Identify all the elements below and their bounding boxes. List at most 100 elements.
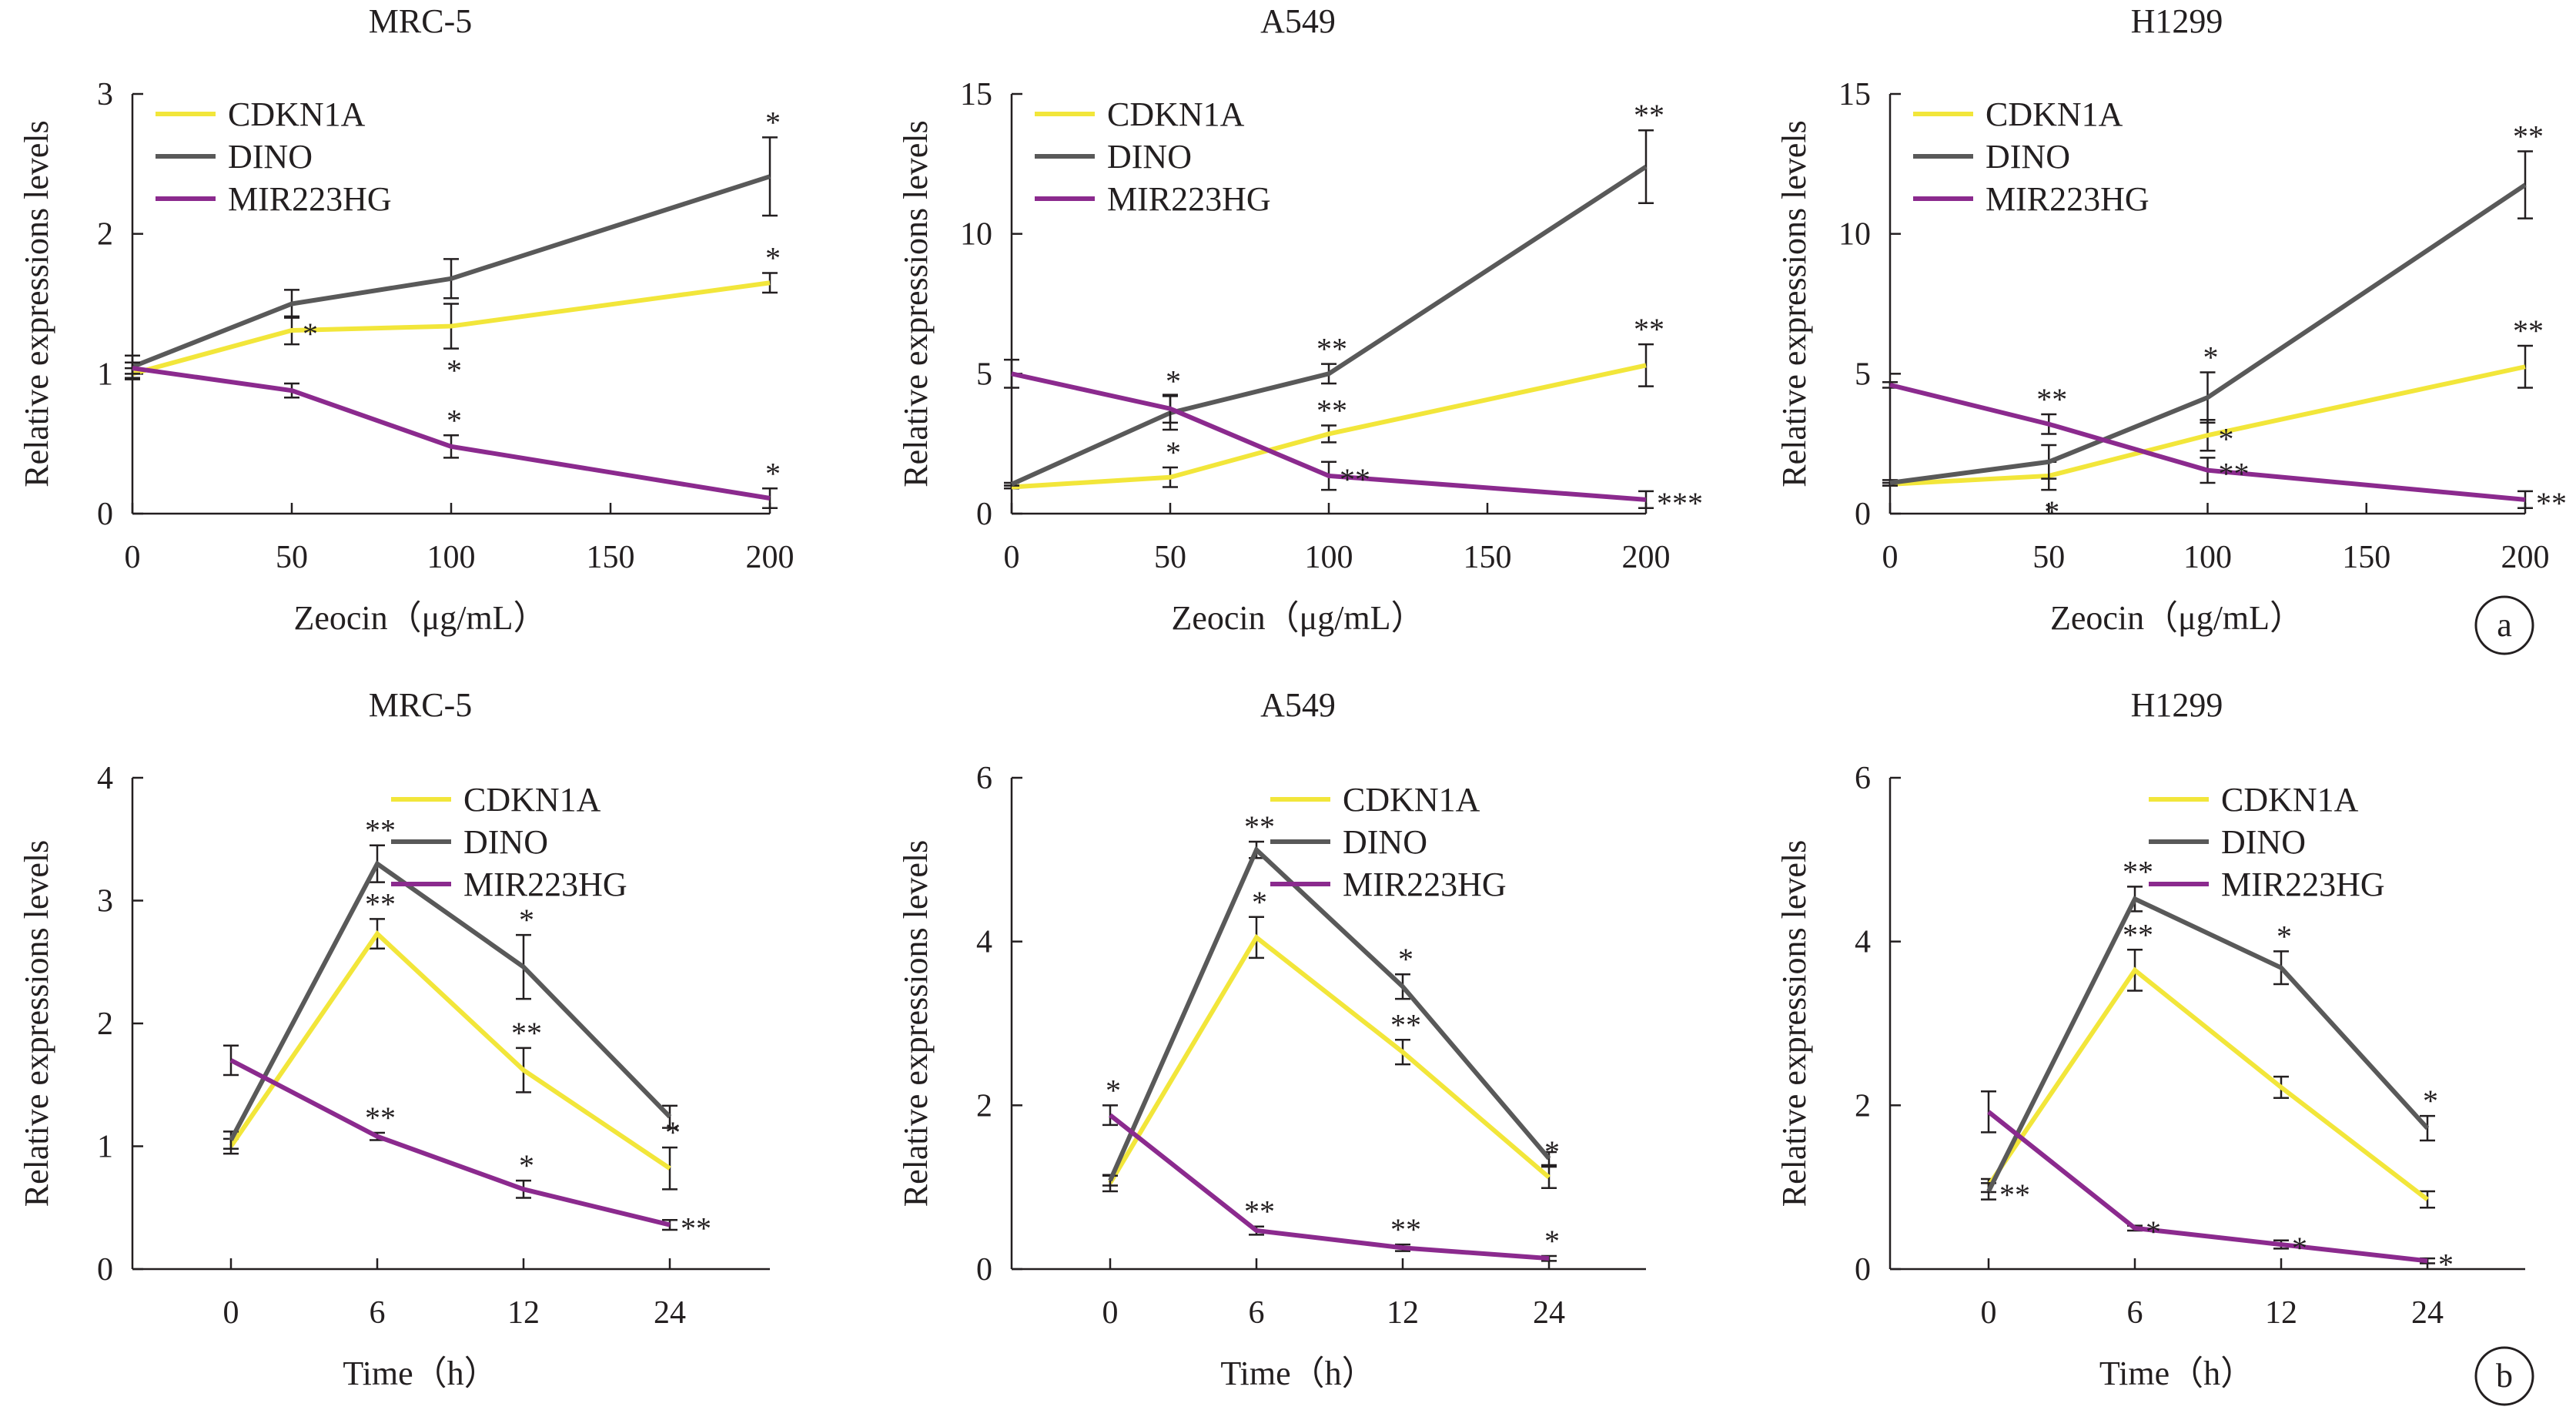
panel-label-a-circle: [2474, 595, 2534, 655]
x-tick-label: 100: [1305, 540, 1353, 575]
significance-marker: *: [1398, 942, 1413, 976]
panel-label-b: b: [2474, 1346, 2534, 1406]
panel-label-a-text: a: [2497, 606, 2512, 644]
x-tick-label: 6: [1249, 1295, 1265, 1331]
chart-title: A549: [1260, 686, 1336, 724]
significance-marker: **: [1390, 1007, 1421, 1042]
legend-label: DINO: [463, 823, 548, 861]
y-tick-label: 1: [97, 1130, 113, 1165]
series-line: [1889, 364, 2526, 487]
x-tick-label: 24: [654, 1295, 686, 1331]
legend-label: CDKN1A: [1986, 95, 2123, 133]
significance-marker: **: [681, 1211, 711, 1246]
panel-label-b-circle: [2474, 1346, 2534, 1406]
x-axis-label: Time（h）: [2099, 1355, 2254, 1392]
significance-marker: *: [447, 353, 462, 388]
x-tick-label: 150: [587, 540, 635, 575]
y-tick-label: 0: [976, 497, 992, 532]
y-axis-label: Relative expressions levels: [1775, 120, 1813, 487]
significance-marker: *: [2203, 340, 2219, 375]
significance-marker: **: [365, 813, 396, 848]
panel-label-b-text: b: [2496, 1357, 2513, 1395]
y-tick-label: 5: [1855, 357, 1871, 392]
series-dino: ******: [1981, 854, 2438, 1212]
x-axis-label: Time（h）: [1220, 1355, 1375, 1392]
series-cdkn1a: ****: [1102, 885, 1560, 1193]
series-dino: *: [125, 105, 781, 380]
y-tick-label: 2: [97, 1006, 113, 1042]
chart-title: A549: [1260, 2, 1336, 40]
significance-marker: **: [1634, 98, 1664, 132]
significance-marker: **: [2219, 457, 2250, 491]
y-tick-label: 5: [976, 357, 992, 392]
significance-marker: *: [519, 1148, 534, 1183]
y-tick-label: 2: [976, 1088, 992, 1124]
series-line: [132, 280, 771, 377]
significance-marker: **: [1244, 809, 1275, 844]
y-tick-label: 3: [97, 884, 113, 919]
y-tick-label: 0: [1855, 1252, 1871, 1288]
y-axis-label: Relative expressions levels: [897, 120, 935, 487]
x-axis-label: Time（h）: [343, 1355, 497, 1392]
series-line: [1108, 846, 1551, 1182]
x-tick-label: 6: [2127, 1295, 2143, 1331]
significance-marker: *: [2438, 1247, 2454, 1281]
chart-title: H1299: [2131, 686, 2223, 724]
series-line: [1986, 896, 2430, 1193]
series-dino: ***: [223, 813, 677, 1150]
y-tick-label: 15: [960, 77, 992, 112]
legend-label: DINO: [1343, 823, 1427, 861]
series-line: [1889, 183, 2527, 486]
x-tick-label: 100: [427, 540, 476, 575]
x-tick-label: 200: [1622, 540, 1671, 575]
y-tick-label: 0: [97, 497, 113, 532]
legend-label: DINO: [1107, 138, 1192, 176]
significance-marker: **: [365, 886, 396, 921]
y-axis-label: Relative expressions levels: [18, 840, 55, 1207]
significance-marker: *: [2146, 1214, 2161, 1249]
legend-label: CDKN1A: [228, 95, 366, 133]
significance-marker: *: [1106, 1073, 1121, 1107]
significance-marker: *: [2044, 494, 2059, 529]
series-line: [229, 929, 671, 1171]
significance-marker: *: [765, 105, 781, 139]
x-tick-label: 6: [370, 1295, 386, 1331]
significance-marker: *: [2292, 1231, 2307, 1265]
chart-title: MRC-5: [369, 686, 472, 724]
x-tick-label: 200: [746, 540, 795, 575]
series-mir223hg: * * *: [1981, 1090, 2454, 1281]
x-tick-label: 12: [2265, 1295, 2297, 1331]
legend: CDKN1A DINO MIR223HG: [2149, 781, 2385, 903]
series-line: [1986, 966, 2429, 1201]
x-tick-label: 150: [2342, 540, 2390, 575]
significance-marker: **: [1316, 332, 1347, 367]
y-axis-label: Relative expressions levels: [1775, 840, 1813, 1207]
x-tick-label: 0: [1882, 540, 1899, 575]
legend-label: MIR223HG: [1986, 180, 2149, 218]
significance-marker: *: [765, 241, 781, 276]
series-cdkn1a: *****: [1004, 312, 1664, 490]
y-tick-label: 6: [1855, 761, 1871, 796]
significance-marker: **: [365, 1100, 396, 1135]
x-tick-label: 50: [2032, 540, 2065, 575]
significance-marker: **: [1390, 1212, 1421, 1247]
chart-title: H1299: [2131, 2, 2223, 40]
y-tick-label: 6: [976, 761, 992, 796]
y-tick-label: 2: [1855, 1088, 1871, 1124]
series-cdkn1a: *****: [223, 886, 681, 1191]
significance-marker: **: [1634, 312, 1664, 347]
significance-marker: **: [2536, 486, 2567, 521]
significance-marker: **: [1316, 394, 1347, 428]
legend: CDKN1A DINO MIR223HG: [1035, 95, 1271, 218]
legend-label: DINO: [2221, 823, 2306, 861]
series-line: [1010, 164, 1648, 487]
series-mir223hg: ******: [1102, 1073, 1560, 1262]
significance-marker: *: [447, 403, 462, 437]
series-mir223hg: *****: [223, 1044, 711, 1246]
significance-marker: ***: [1657, 486, 1703, 521]
series-dino: ***: [1102, 809, 1557, 1187]
significance-marker: **: [1999, 1177, 2030, 1212]
x-tick-label: 12: [507, 1295, 540, 1331]
